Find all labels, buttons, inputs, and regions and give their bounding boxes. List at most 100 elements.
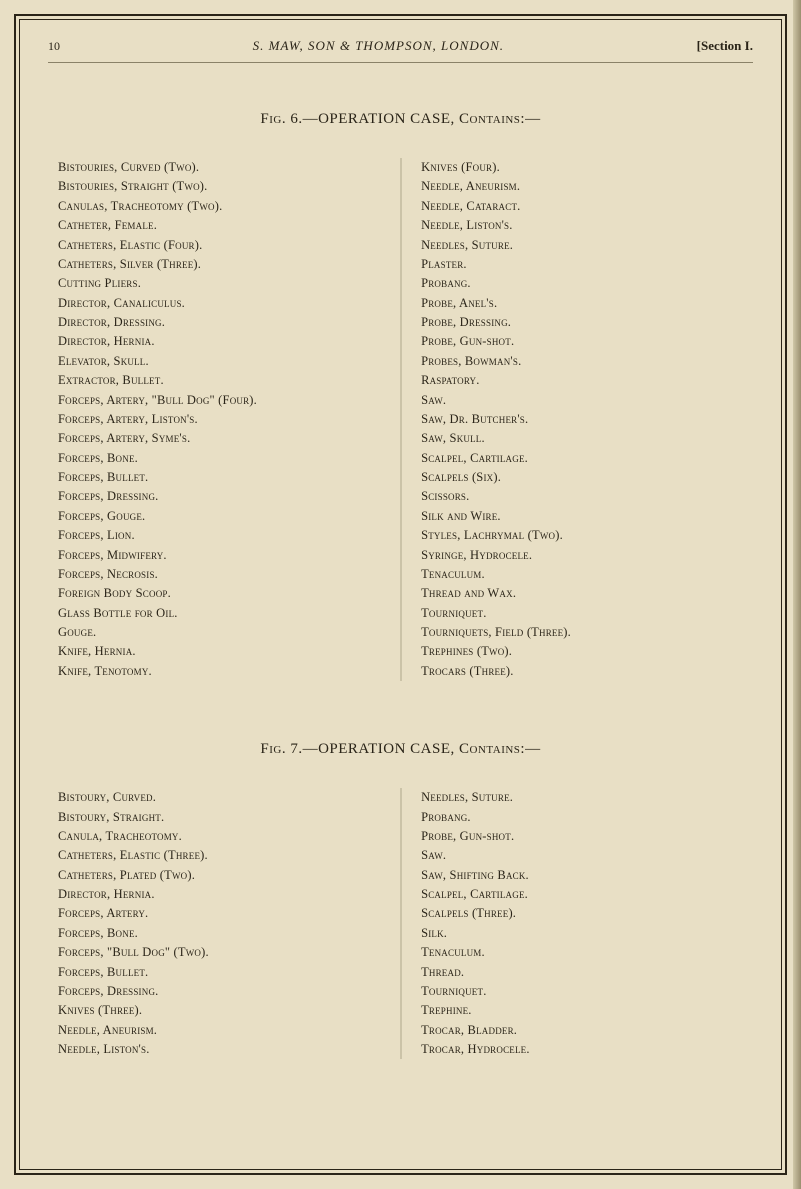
- list-item: Canula, Tracheotomy.: [58, 827, 380, 846]
- list-item: Trocar, Bladder.: [421, 1021, 743, 1040]
- page-header: 10 S. MAW, SON & THOMPSON, LONDON. [Sect…: [48, 38, 753, 63]
- list-item: Forceps, Bullet.: [58, 963, 380, 982]
- list-item: Catheter, Female.: [58, 216, 380, 235]
- list-item: Catheters, Silver (Three).: [58, 255, 380, 274]
- list-item: Bistoury, Curved.: [58, 788, 380, 807]
- figure-6-right-column: Knives (Four).Needle, Aneurism.Needle, C…: [421, 158, 743, 681]
- list-item: Trocar, Hydrocele.: [421, 1040, 743, 1059]
- list-item: Trephine.: [421, 1001, 743, 1020]
- list-item: Gouge.: [58, 623, 380, 642]
- list-item: Cutting Pliers.: [58, 274, 380, 293]
- figure-6-columns: Bistouries, Curved (Two).Bistouries, Str…: [48, 158, 753, 681]
- list-item: Needles, Suture.: [421, 788, 743, 807]
- figure-7-title: Fig. 7.—OPERATION CASE, Contains:—: [48, 741, 753, 758]
- list-item: Probes, Bowman's.: [421, 352, 743, 371]
- list-item: Silk and Wire.: [421, 507, 743, 526]
- list-item: Knife, Tenotomy.: [58, 662, 380, 681]
- list-item: Probe, Gun-shot.: [421, 332, 743, 351]
- figure-6: Fig. 6.—OPERATION CASE, Contains:— Bisto…: [48, 111, 753, 681]
- list-item: Scalpels (Six).: [421, 468, 743, 487]
- figure-7: Fig. 7.—OPERATION CASE, Contains:— Bisto…: [48, 741, 753, 1059]
- list-item: Needle, Aneurism.: [421, 177, 743, 196]
- list-item: Saw, Shifting Back.: [421, 866, 743, 885]
- list-item: Catheters, Elastic (Three).: [58, 846, 380, 865]
- list-item: Director, Hernia.: [58, 332, 380, 351]
- list-item: Director, Canaliculus.: [58, 294, 380, 313]
- list-item: Forceps, Necrosis.: [58, 565, 380, 584]
- list-item: Forceps, Lion.: [58, 526, 380, 545]
- figure-7-right-column: Needles, Suture.Probang.Probe, Gun-shot.…: [421, 788, 743, 1059]
- list-item: Catheters, Elastic (Four).: [58, 236, 380, 255]
- figure-7-columns: Bistoury, Curved.Bistoury, Straight.Canu…: [48, 788, 753, 1059]
- figure-6-title: Fig. 6.—OPERATION CASE, Contains:—: [48, 111, 753, 128]
- list-item: Forceps, Midwifery.: [58, 546, 380, 565]
- list-item: Canulas, Tracheotomy (Two).: [58, 197, 380, 216]
- list-item: Needle, Aneurism.: [58, 1021, 380, 1040]
- section-label: [Section I.: [697, 38, 753, 54]
- list-item: Knife, Hernia.: [58, 642, 380, 661]
- list-item: Knives (Four).: [421, 158, 743, 177]
- list-item: Forceps, Artery, Liston's.: [58, 410, 380, 429]
- column-divider: [400, 158, 402, 681]
- list-item: Scalpel, Cartilage.: [421, 449, 743, 468]
- list-item: Syringe, Hydrocele.: [421, 546, 743, 565]
- list-item: Glass Bottle for Oil.: [58, 604, 380, 623]
- list-item: Tenaculum.: [421, 565, 743, 584]
- inner-frame: 10 S. MAW, SON & THOMPSON, LONDON. [Sect…: [19, 19, 782, 1170]
- list-item: Probang.: [421, 274, 743, 293]
- list-item: Forceps, Artery, "Bull Dog" (Four).: [58, 391, 380, 410]
- list-item: Needles, Suture.: [421, 236, 743, 255]
- figure-6-left-column: Bistouries, Curved (Two).Bistouries, Str…: [58, 158, 380, 681]
- list-item: Saw, Dr. Butcher's.: [421, 410, 743, 429]
- list-item: Bistoury, Straight.: [58, 808, 380, 827]
- list-item: Forceps, Dressing.: [58, 487, 380, 506]
- list-item: Bistouries, Curved (Two).: [58, 158, 380, 177]
- list-item: Forceps, Bone.: [58, 449, 380, 468]
- list-item: Tourniquets, Field (Three).: [421, 623, 743, 642]
- list-item: Bistouries, Straight (Two).: [58, 177, 380, 196]
- list-item: Forceps, Bone.: [58, 924, 380, 943]
- list-item: Tenaculum.: [421, 943, 743, 962]
- list-item: Foreign Body Scoop.: [58, 584, 380, 603]
- list-item: Forceps, Bullet.: [58, 468, 380, 487]
- list-item: Scalpels (Three).: [421, 904, 743, 923]
- list-item: Probang.: [421, 808, 743, 827]
- list-item: Director, Dressing.: [58, 313, 380, 332]
- list-item: Styles, Lachrymal (Two).: [421, 526, 743, 545]
- list-item: Extractor, Bullet.: [58, 371, 380, 390]
- list-item: Forceps, Gouge.: [58, 507, 380, 526]
- list-item: Saw.: [421, 846, 743, 865]
- page-number: 10: [48, 39, 60, 54]
- list-item: Forceps, "Bull Dog" (Two).: [58, 943, 380, 962]
- list-item: Tourniquet.: [421, 982, 743, 1001]
- list-item: Trephines (Two).: [421, 642, 743, 661]
- list-item: Probe, Dressing.: [421, 313, 743, 332]
- list-item: Trocars (Three).: [421, 662, 743, 681]
- list-item: Scalpel, Cartilage.: [421, 885, 743, 904]
- list-item: Forceps, Artery, Syme's.: [58, 429, 380, 448]
- page-right-edge: [793, 0, 801, 1189]
- list-item: Needle, Liston's.: [421, 216, 743, 235]
- list-item: Thread.: [421, 963, 743, 982]
- list-item: Silk.: [421, 924, 743, 943]
- list-item: Thread and Wax.: [421, 584, 743, 603]
- list-item: Raspatory.: [421, 371, 743, 390]
- outer-frame: 10 S. MAW, SON & THOMPSON, LONDON. [Sect…: [14, 14, 787, 1175]
- list-item: Forceps, Artery.: [58, 904, 380, 923]
- header-title: S. MAW, SON & THOMPSON, LONDON.: [253, 38, 504, 54]
- list-item: Director, Hernia.: [58, 885, 380, 904]
- column-divider: [400, 788, 402, 1059]
- list-item: Catheters, Plated (Two).: [58, 866, 380, 885]
- list-item: Tourniquet.: [421, 604, 743, 623]
- list-item: Forceps, Dressing.: [58, 982, 380, 1001]
- list-item: Needle, Cataract.: [421, 197, 743, 216]
- list-item: Scissors.: [421, 487, 743, 506]
- list-item: Saw.: [421, 391, 743, 410]
- figure-7-left-column: Bistoury, Curved.Bistoury, Straight.Canu…: [58, 788, 380, 1059]
- list-item: Needle, Liston's.: [58, 1040, 380, 1059]
- list-item: Probe, Anel's.: [421, 294, 743, 313]
- list-item: Elevator, Skull.: [58, 352, 380, 371]
- list-item: Saw, Skull.: [421, 429, 743, 448]
- list-item: Plaster.: [421, 255, 743, 274]
- list-item: Probe, Gun-shot.: [421, 827, 743, 846]
